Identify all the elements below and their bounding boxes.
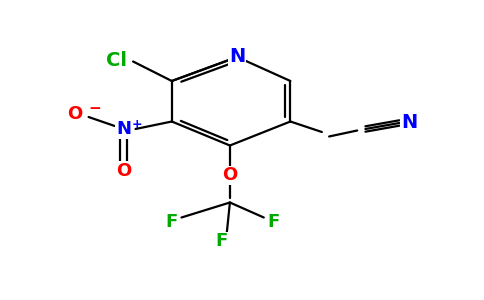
Text: O: O [222,167,238,184]
Text: N: N [229,46,245,66]
Text: Cl: Cl [106,50,127,70]
Text: N: N [116,120,131,138]
Text: N: N [401,113,417,133]
Text: O: O [67,105,83,123]
Text: +: + [132,118,142,131]
Text: F: F [267,213,280,231]
Text: F: F [166,213,178,231]
Text: F: F [215,232,228,250]
Text: −: − [88,101,101,116]
Text: O: O [116,162,131,180]
